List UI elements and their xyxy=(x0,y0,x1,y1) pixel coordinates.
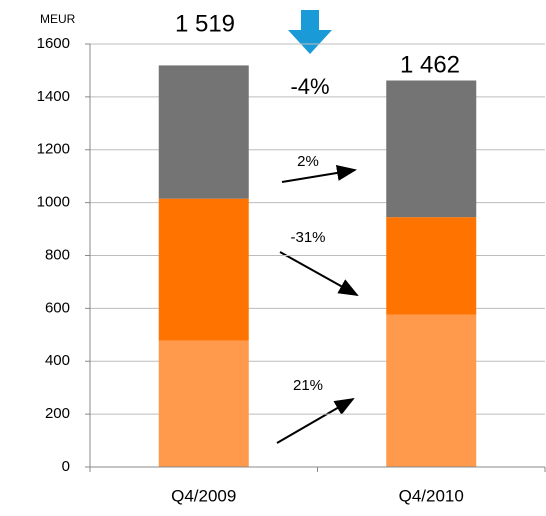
y-tick-label: 1000 xyxy=(37,194,70,211)
y-axis-label: MEUR xyxy=(40,12,76,26)
y-tick-label: 1400 xyxy=(37,88,70,105)
x-tick-label: Q4/2009 xyxy=(171,486,236,505)
decor xyxy=(276,10,359,444)
bar-segment xyxy=(386,80,477,218)
bar-segment xyxy=(386,217,477,315)
bar-segment xyxy=(386,314,477,467)
y-tick-label: 1600 xyxy=(37,35,70,52)
annotation: 21% xyxy=(293,377,323,394)
y-tick-label: 200 xyxy=(45,405,70,422)
bar-segment xyxy=(158,65,249,199)
down-arrow-icon xyxy=(301,10,319,32)
arrow xyxy=(279,251,359,296)
annotation: 2% xyxy=(297,153,319,170)
arrow xyxy=(276,397,355,444)
y-tick-label: 400 xyxy=(45,352,70,369)
arrow xyxy=(281,165,357,183)
y-tick-label: 600 xyxy=(45,299,70,316)
y-tick-label: 1200 xyxy=(37,141,70,158)
bar-segment xyxy=(158,340,249,467)
bar-segment xyxy=(158,198,249,341)
y-tick-label: 0 xyxy=(62,458,70,475)
annotation: -4% xyxy=(290,74,329,99)
annotation: 1 519 xyxy=(175,10,235,37)
annotation: 1 462 xyxy=(400,51,460,78)
x-tick-label: Q4/2010 xyxy=(399,486,464,505)
annotation: -31% xyxy=(290,229,325,246)
y-tick-label: 800 xyxy=(45,246,70,263)
down-arrow-icon xyxy=(288,30,332,54)
